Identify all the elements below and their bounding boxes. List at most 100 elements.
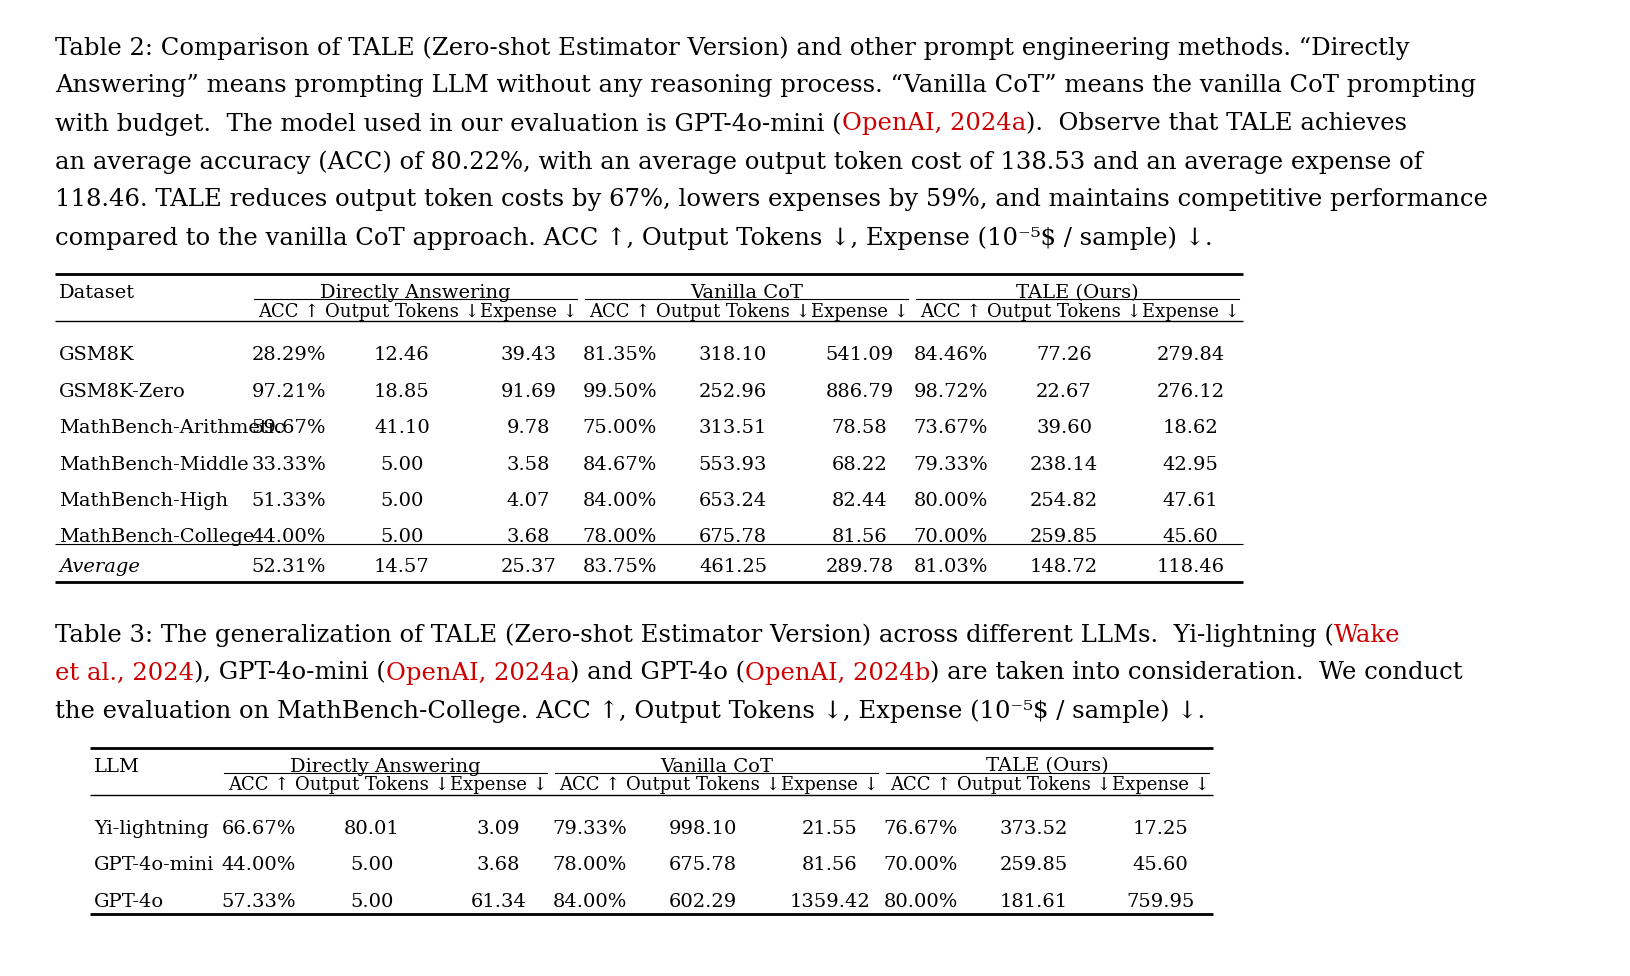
Text: 181.61: 181.61	[999, 893, 1068, 911]
Text: Dataset: Dataset	[59, 284, 135, 302]
Text: 461.25: 461.25	[699, 557, 768, 576]
Text: Wake: Wake	[1333, 624, 1400, 646]
Text: 78.00%: 78.00%	[553, 856, 628, 874]
Text: 3.68: 3.68	[476, 856, 520, 874]
Text: 25.37: 25.37	[500, 557, 556, 576]
Text: 91.69: 91.69	[500, 383, 556, 401]
Text: 78.00%: 78.00%	[584, 528, 657, 547]
Text: ACC ↑: ACC ↑	[890, 776, 952, 794]
Text: 78.58: 78.58	[831, 419, 887, 437]
Text: 1359.42: 1359.42	[789, 893, 870, 911]
Text: 97.21%: 97.21%	[251, 383, 326, 401]
Text: 61.34: 61.34	[471, 893, 526, 911]
Text: Expense ↓: Expense ↓	[450, 776, 548, 794]
Text: 81.56: 81.56	[802, 856, 857, 874]
Text: GSM8K: GSM8K	[59, 346, 135, 364]
Text: 276.12: 276.12	[1156, 383, 1224, 401]
Text: 84.00%: 84.00%	[584, 492, 657, 509]
Text: ) are taken into consideration.  We conduct: ) are taken into consideration. We condu…	[931, 662, 1464, 684]
Text: 80.00%: 80.00%	[914, 492, 988, 509]
Text: OpenAI, 2024a: OpenAI, 2024a	[386, 662, 570, 684]
Text: 33.33%: 33.33%	[251, 456, 326, 473]
Text: 5.00: 5.00	[350, 856, 394, 874]
Text: 47.61: 47.61	[1162, 492, 1218, 509]
Text: 77.26: 77.26	[1037, 346, 1092, 364]
Text: 82.44: 82.44	[831, 492, 887, 509]
Text: 59.67%: 59.67%	[251, 419, 326, 437]
Text: 22.67: 22.67	[1037, 383, 1092, 401]
Text: 41.10: 41.10	[375, 419, 430, 437]
Text: OpenAI, 2024b: OpenAI, 2024b	[745, 662, 931, 684]
Text: 51.33%: 51.33%	[251, 492, 326, 509]
Text: 98.72%: 98.72%	[914, 383, 988, 401]
Text: 70.00%: 70.00%	[914, 528, 988, 547]
Text: Expense ↓: Expense ↓	[479, 303, 577, 321]
Text: 675.78: 675.78	[668, 856, 737, 874]
Text: 80.00%: 80.00%	[883, 893, 958, 911]
Text: the evaluation on MathBench-College. ACC ↑, Output Tokens ↓, Expense (10⁻⁵$ / sa: the evaluation on MathBench-College. ACC…	[55, 700, 1205, 723]
Text: 4.07: 4.07	[507, 492, 551, 509]
Text: 313.51: 313.51	[699, 419, 768, 437]
Text: Table 3: The generalization of TALE (Zero-shot Estimator Version) across differe: Table 3: The generalization of TALE (Zer…	[55, 624, 1333, 647]
Text: 759.95: 759.95	[1126, 893, 1195, 911]
Text: 66.67%: 66.67%	[222, 820, 297, 837]
Text: compared to the vanilla CoT approach. ACC ↑, Output Tokens ↓, Expense (10⁻⁵$ / s: compared to the vanilla CoT approach. AC…	[55, 226, 1213, 250]
Text: 99.50%: 99.50%	[582, 383, 657, 401]
Text: 79.33%: 79.33%	[914, 456, 988, 473]
Text: Expense ↓: Expense ↓	[1112, 776, 1209, 794]
Text: 553.93: 553.93	[699, 456, 768, 473]
Text: 5.00: 5.00	[350, 893, 394, 911]
Text: 84.46%: 84.46%	[914, 346, 988, 364]
Text: with budget.  The model used in our evaluation is GPT-4o-mini (: with budget. The model used in our evalu…	[55, 112, 841, 136]
Text: Average: Average	[59, 557, 140, 576]
Text: Output Tokens ↓: Output Tokens ↓	[295, 776, 450, 794]
Text: 254.82: 254.82	[1030, 492, 1099, 509]
Text: 83.75%: 83.75%	[584, 557, 657, 576]
Text: 81.56: 81.56	[831, 528, 887, 547]
Text: Directly Answering: Directly Answering	[319, 284, 510, 302]
Text: OpenAI, 2024a: OpenAI, 2024a	[841, 112, 1025, 135]
Text: MathBench-College: MathBench-College	[59, 528, 254, 547]
Text: MathBench-Arithmetic: MathBench-Arithmetic	[59, 419, 285, 437]
Text: 259.85: 259.85	[1030, 528, 1099, 547]
Text: 886.79: 886.79	[825, 383, 893, 401]
Text: LLM: LLM	[95, 757, 140, 776]
Text: 5.00: 5.00	[380, 492, 424, 509]
Text: 18.62: 18.62	[1162, 419, 1218, 437]
Text: 80.01: 80.01	[344, 820, 399, 837]
Text: MathBench-Middle: MathBench-Middle	[59, 456, 249, 473]
Text: et al., 2024: et al., 2024	[55, 662, 194, 684]
Text: 44.00%: 44.00%	[222, 856, 297, 874]
Text: ACC ↑: ACC ↑	[228, 776, 290, 794]
Text: 68.22: 68.22	[831, 456, 887, 473]
Text: ).  Observe that TALE achieves: ). Observe that TALE achieves	[1025, 112, 1407, 135]
Text: 373.52: 373.52	[999, 820, 1068, 837]
Text: 252.96: 252.96	[699, 383, 768, 401]
Text: 81.03%: 81.03%	[914, 557, 988, 576]
Text: Answering” means prompting LLM without any reasoning process. “Vanilla CoT” mean: Answering” means prompting LLM without a…	[55, 74, 1477, 97]
Text: Output Tokens ↓: Output Tokens ↓	[324, 303, 479, 321]
Text: 9.78: 9.78	[507, 419, 551, 437]
Text: Output Tokens ↓: Output Tokens ↓	[957, 776, 1112, 794]
Text: 28.29%: 28.29%	[251, 346, 326, 364]
Text: 318.10: 318.10	[699, 346, 768, 364]
Text: 14.57: 14.57	[375, 557, 430, 576]
Text: 5.00: 5.00	[380, 456, 424, 473]
Text: 17.25: 17.25	[1133, 820, 1188, 837]
Text: 238.14: 238.14	[1030, 456, 1099, 473]
Text: 84.67%: 84.67%	[584, 456, 657, 473]
Text: ) and GPT-4o (: ) and GPT-4o (	[570, 662, 745, 684]
Text: TALE (Ours): TALE (Ours)	[1015, 284, 1139, 302]
Text: ), GPT-4o-mini (: ), GPT-4o-mini (	[194, 662, 386, 684]
Text: TALE (Ours): TALE (Ours)	[986, 757, 1108, 776]
Text: 18.85: 18.85	[375, 383, 430, 401]
Text: 76.67%: 76.67%	[883, 820, 958, 837]
Text: ACC ↑: ACC ↑	[921, 303, 981, 321]
Text: Directly Answering: Directly Answering	[290, 757, 481, 776]
Text: 279.84: 279.84	[1156, 346, 1224, 364]
Text: Output Tokens ↓: Output Tokens ↓	[626, 776, 781, 794]
Text: an average accuracy (ACC) of 80.22%, with an average output token cost of 138.53: an average accuracy (ACC) of 80.22%, wit…	[55, 150, 1423, 174]
Text: 52.31%: 52.31%	[251, 557, 326, 576]
Text: 45.60: 45.60	[1133, 856, 1188, 874]
Text: ACC ↑: ACC ↑	[590, 303, 650, 321]
